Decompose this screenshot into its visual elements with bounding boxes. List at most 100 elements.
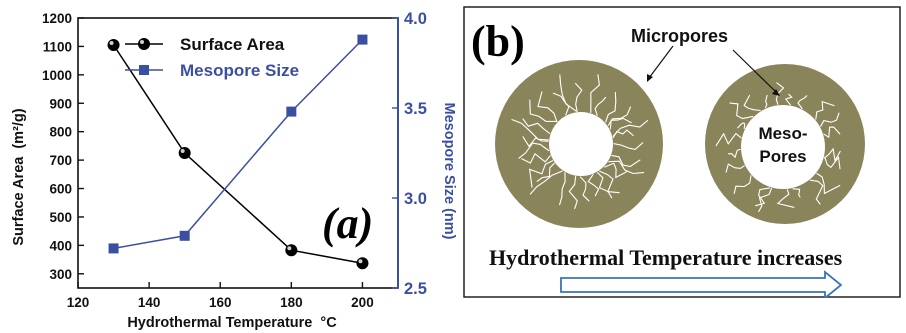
y-left-tick-label: 1000 bbox=[42, 68, 72, 83]
surface-area-point-highlight bbox=[287, 246, 292, 251]
micropore-channel bbox=[733, 175, 752, 194]
pore-schematic-panel: (b) Meso- Pores Micropores Hydrothermal … bbox=[463, 6, 901, 298]
micropore-channel bbox=[522, 136, 549, 148]
micropore-channel bbox=[604, 162, 627, 179]
micropores-pointer-right bbox=[732, 49, 777, 93]
surface-area-point-highlight bbox=[180, 149, 185, 153]
y-axis-right-label: Mesopore Size (nm) bbox=[441, 103, 457, 240]
y-right-tick-label: 4.0 bbox=[404, 10, 427, 28]
x-tick-label: 120 bbox=[67, 295, 90, 310]
disk-small-mesopore-hole bbox=[549, 112, 613, 176]
micropore-channel bbox=[737, 122, 746, 130]
micropores-pointer-right-head bbox=[772, 89, 780, 96]
micropore-channel bbox=[609, 117, 632, 130]
micropore-channel bbox=[529, 99, 558, 122]
temperature-caption: Hydrothermal Temperature increases bbox=[489, 245, 843, 270]
y-left-tick-label: 800 bbox=[49, 125, 72, 140]
micropore-channel bbox=[820, 112, 840, 127]
micropore-channel bbox=[823, 126, 841, 139]
micropore-channel bbox=[537, 91, 558, 123]
panel-label-b: (b) bbox=[471, 17, 525, 66]
y-right-tick-label: 3.5 bbox=[404, 100, 427, 118]
micropore-channel bbox=[528, 160, 554, 188]
y-left-tick-label: 900 bbox=[49, 96, 72, 111]
micropore-channel bbox=[776, 189, 795, 208]
y-left-tick-label: 600 bbox=[49, 182, 72, 197]
micropore-channel bbox=[596, 172, 613, 199]
micropore-channel bbox=[611, 155, 641, 168]
micropore-channel bbox=[599, 170, 620, 194]
legend-label-mesopore-size: Mesopore Size bbox=[180, 61, 299, 80]
disk-large-mesopore-hole bbox=[741, 105, 825, 189]
y-right-tick-label: 2.5 bbox=[404, 280, 427, 298]
micropore-channel bbox=[797, 95, 808, 110]
y-left-tick-label: 400 bbox=[49, 238, 72, 253]
micropore-channel bbox=[552, 92, 570, 116]
legend-marker-surface-area bbox=[138, 38, 150, 50]
micropore-channel bbox=[568, 176, 578, 210]
micropore-channel bbox=[725, 163, 745, 173]
panel-label-a: (a) bbox=[322, 199, 373, 248]
y-left-tick-label: 1100 bbox=[43, 39, 72, 54]
micropore-channel bbox=[758, 187, 773, 213]
plot-frame bbox=[77, 17, 399, 289]
micropore-channel bbox=[727, 148, 741, 159]
panel-label-a-text: (a) bbox=[322, 199, 373, 248]
micropore-channel bbox=[594, 96, 607, 116]
micropore-channel bbox=[743, 94, 761, 112]
mesopore-size-point bbox=[357, 34, 368, 45]
chart-series bbox=[107, 34, 369, 270]
micropore-channel bbox=[784, 93, 793, 106]
micropore-channel bbox=[809, 179, 824, 205]
y-left-tick-label: 500 bbox=[49, 210, 72, 225]
mesopores-label-line1: Meso- bbox=[758, 124, 807, 143]
micropores-label: Micropores bbox=[631, 26, 728, 46]
mesopores-label-line2: Pores bbox=[759, 147, 806, 166]
micropore-channel bbox=[579, 176, 590, 202]
y-left-tick-label: 700 bbox=[49, 153, 72, 168]
y-right-tick-label: 3.0 bbox=[404, 190, 427, 208]
surface-area-point bbox=[356, 257, 369, 270]
mesopore-size-point bbox=[179, 230, 190, 241]
micropore-channel bbox=[529, 170, 563, 195]
surface-area-point-highlight bbox=[358, 259, 363, 264]
micropore-channels-right bbox=[715, 82, 841, 213]
legend-label-surface-area: Surface Area bbox=[180, 35, 285, 54]
micropore-channel bbox=[755, 187, 771, 207]
surface-area-mesopore-chart: 120 140 160 180 200 300 400 500 600 700 800 900 1000… bbox=[11, 10, 457, 331]
x-tick-label: 180 bbox=[280, 295, 303, 310]
micropore-channel bbox=[521, 152, 551, 164]
micropore-channel bbox=[824, 155, 841, 170]
legend: Surface Area Mesopore Size bbox=[125, 35, 299, 80]
micropore-channel bbox=[816, 172, 841, 195]
y-left-tick-label: 1200 bbox=[42, 11, 72, 26]
small-pore-disk: Meso- Pores bbox=[705, 64, 865, 224]
micropore-channel bbox=[559, 74, 578, 112]
increase-arrow-icon bbox=[560, 270, 843, 298]
micropore-channel bbox=[792, 188, 801, 198]
large-pore-disk bbox=[495, 60, 663, 228]
micropore-channel bbox=[574, 82, 583, 112]
mesopore-size-point bbox=[286, 106, 297, 117]
micropores-pointer-left-head bbox=[647, 74, 653, 82]
micropore-channels-left bbox=[511, 74, 649, 210]
micropore-channel bbox=[536, 162, 555, 182]
x-tick-label: 160 bbox=[209, 295, 232, 310]
micropore-channel bbox=[559, 172, 566, 206]
surface-area-point bbox=[107, 39, 120, 51]
series-line-surface-area bbox=[112, 44, 363, 265]
axis-ticks: 120 140 160 180 200 300 400 500 600 700 800 900 1000… bbox=[42, 10, 427, 310]
micropore-channel bbox=[587, 174, 600, 197]
micropores-pointer-left bbox=[648, 45, 674, 79]
micropore-channel bbox=[590, 74, 600, 114]
surface-area-point bbox=[285, 244, 298, 257]
mesopore-size-point bbox=[108, 243, 119, 254]
y-axis-left-label: Surface Area (m²/g) bbox=[11, 108, 27, 245]
micropore-channel bbox=[613, 142, 644, 150]
legend-marker-highlight bbox=[140, 40, 144, 44]
x-tick-label: 200 bbox=[351, 295, 374, 310]
micropore-channel bbox=[715, 132, 742, 147]
micropore-channel bbox=[729, 102, 754, 120]
legend-marker-mesopore-size bbox=[139, 65, 149, 75]
micropore-channel bbox=[612, 129, 634, 138]
